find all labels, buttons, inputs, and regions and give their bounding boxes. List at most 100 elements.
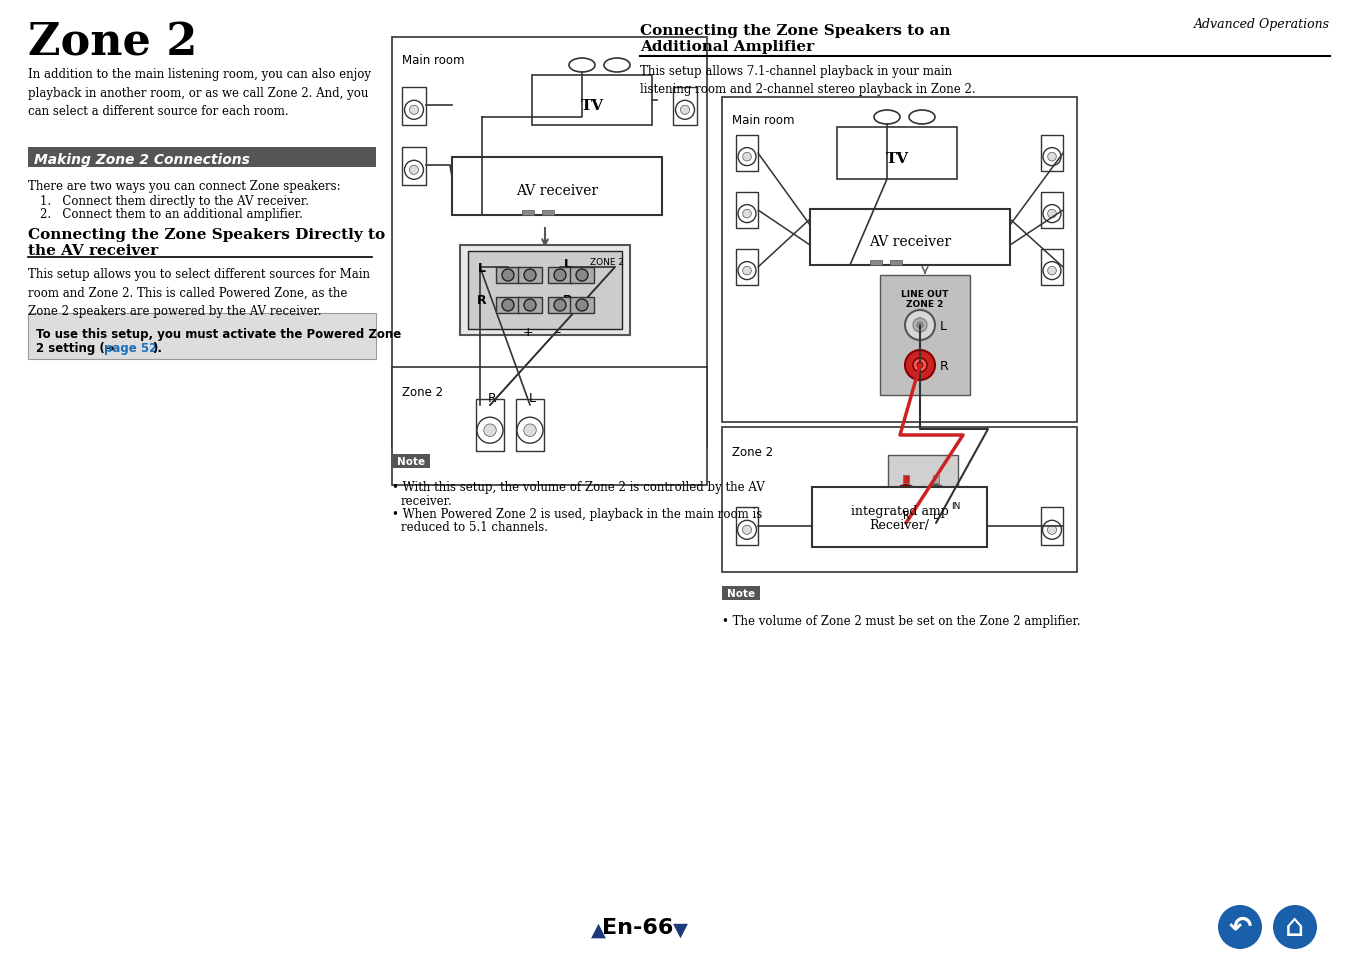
Circle shape: [524, 270, 537, 282]
Text: En-66: En-66: [603, 917, 674, 937]
Circle shape: [913, 318, 927, 333]
Bar: [580, 268, 582, 282]
Text: ▲: ▲: [590, 920, 605, 939]
Circle shape: [737, 149, 756, 167]
Text: AV receiver: AV receiver: [516, 184, 599, 198]
Circle shape: [554, 299, 566, 312]
Bar: [584, 297, 586, 312]
Text: R: R: [940, 359, 949, 372]
Text: ZONE 2: ZONE 2: [906, 299, 944, 309]
Text: IN: IN: [950, 501, 960, 511]
Text: TV: TV: [886, 152, 909, 166]
Text: the AV receiver: the AV receiver: [28, 244, 158, 257]
Circle shape: [737, 206, 756, 223]
Bar: [811, 488, 987, 547]
Bar: [468, 252, 621, 330]
Circle shape: [501, 299, 514, 312]
Bar: [903, 476, 909, 483]
Text: Note: Note: [727, 588, 755, 598]
Circle shape: [743, 267, 751, 275]
Text: L: L: [528, 392, 535, 405]
Text: ZONE 2: ZONE 2: [590, 257, 624, 267]
Text: Additional Amplifier: Additional Amplifier: [640, 40, 814, 54]
Bar: [736, 507, 758, 545]
Circle shape: [894, 485, 918, 510]
Bar: [506, 297, 510, 312]
Circle shape: [917, 323, 923, 329]
Text: reduced to 5.1 channels.: reduced to 5.1 channels.: [400, 520, 549, 534]
Text: Zone 2: Zone 2: [732, 446, 774, 458]
Bar: [736, 250, 758, 286]
Bar: [524, 297, 527, 312]
Bar: [570, 297, 594, 314]
Bar: [392, 368, 706, 485]
Text: 1.   Connect them directly to the AV receiver.: 1. Connect them directly to the AV recei…: [40, 194, 309, 208]
Text: L: L: [479, 262, 487, 274]
Circle shape: [484, 424, 496, 437]
Circle shape: [931, 493, 941, 502]
Bar: [1041, 250, 1064, 286]
Circle shape: [1043, 262, 1061, 280]
Bar: [28, 314, 376, 359]
Text: LINE OUT: LINE OUT: [902, 290, 949, 298]
Bar: [528, 297, 531, 312]
Text: integrated amp: integrated amp: [851, 505, 949, 518]
Bar: [584, 268, 586, 282]
Text: R: R: [903, 511, 910, 520]
Bar: [532, 268, 535, 282]
Bar: [528, 268, 531, 282]
Bar: [28, 148, 376, 168]
Bar: [880, 275, 971, 395]
Text: Note: Note: [396, 456, 425, 467]
Bar: [496, 297, 520, 314]
Bar: [522, 211, 534, 215]
Bar: [402, 88, 426, 126]
Text: There are two ways you can connect Zone speakers:: There are two ways you can connect Zone …: [28, 180, 341, 193]
Bar: [1041, 193, 1064, 229]
Bar: [542, 211, 554, 215]
Circle shape: [1273, 905, 1317, 949]
Ellipse shape: [909, 111, 936, 125]
Bar: [888, 456, 958, 520]
Text: R: R: [563, 294, 573, 307]
Bar: [516, 399, 545, 452]
Bar: [496, 268, 520, 284]
Text: –: –: [555, 326, 561, 338]
Text: Zone 2: Zone 2: [28, 22, 197, 65]
Text: receiver.: receiver.: [400, 495, 453, 507]
Circle shape: [554, 270, 566, 282]
Bar: [460, 246, 630, 335]
Text: Connecting the Zone Speakers Directly to: Connecting the Zone Speakers Directly to: [28, 228, 386, 242]
Circle shape: [917, 363, 923, 369]
Bar: [510, 268, 514, 282]
Bar: [452, 158, 662, 215]
Text: Advanced Operations: Advanced Operations: [1194, 18, 1330, 30]
Circle shape: [743, 153, 751, 162]
Text: • With this setup, the volume of Zone 2 is controlled by the AV: • With this setup, the volume of Zone 2 …: [392, 480, 764, 494]
Bar: [572, 297, 576, 312]
Text: This setup allows 7.1-channel playback in your main
listening room and 2-channel: This setup allows 7.1-channel playback i…: [640, 65, 976, 96]
Bar: [532, 76, 652, 126]
Bar: [572, 268, 576, 282]
Bar: [837, 128, 957, 180]
Circle shape: [737, 520, 756, 539]
Circle shape: [903, 495, 909, 500]
Bar: [558, 268, 561, 282]
Bar: [736, 193, 758, 229]
Bar: [392, 455, 430, 469]
Circle shape: [524, 299, 537, 312]
Circle shape: [404, 101, 423, 120]
Text: TV: TV: [581, 99, 604, 112]
Bar: [933, 476, 940, 483]
Bar: [723, 586, 760, 600]
Bar: [476, 399, 504, 452]
Text: Main room: Main room: [402, 54, 465, 67]
Bar: [402, 148, 426, 186]
Bar: [576, 268, 580, 282]
Bar: [554, 268, 557, 282]
Text: To use this setup, you must activate the Powered Zone: To use this setup, you must activate the…: [36, 328, 402, 340]
Bar: [736, 136, 758, 172]
Circle shape: [1047, 526, 1057, 535]
Text: In addition to the main listening room, you can also enjoy
playback in another r: In addition to the main listening room, …: [28, 68, 371, 118]
Bar: [576, 297, 580, 312]
